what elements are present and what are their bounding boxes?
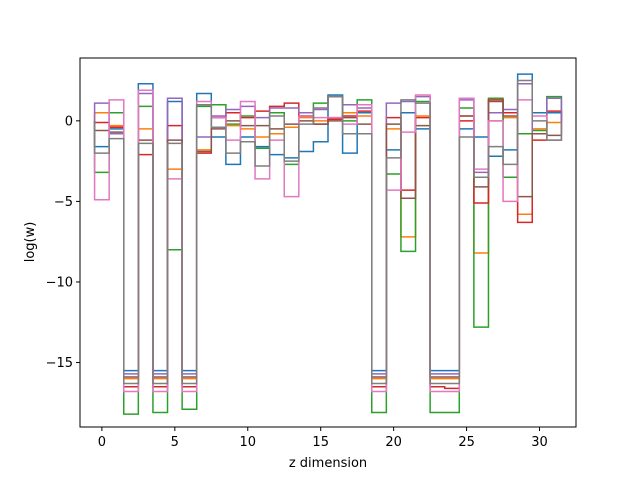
x-tick-label: 10 (239, 435, 256, 450)
plot-frame (79, 57, 577, 428)
y-axis: −15 −10 −5 0 (46, 114, 80, 371)
y-tick-label: −5 (54, 195, 73, 210)
x-tick-label: 5 (171, 435, 179, 450)
x-tick-label: 20 (385, 435, 402, 450)
x-tick-label: 0 (98, 435, 106, 450)
series-2-step-line (93, 95, 563, 415)
x-tick-label: 30 (531, 435, 548, 450)
series-7-step-line (93, 79, 563, 385)
x-axis-label: z dimension (289, 456, 367, 471)
y-tick-label: −15 (46, 356, 73, 371)
x-tick-label: 25 (458, 435, 475, 450)
y-tick-label: −10 (46, 275, 73, 290)
x-axis: 0 5 10 15 20 25 30 (98, 427, 548, 450)
series-5-step-line (93, 100, 563, 378)
series-3-step-line (93, 99, 563, 390)
series-1-step-line (93, 112, 563, 380)
y-tick-label: 0 (65, 114, 73, 129)
y-axis-label: log(w) (23, 222, 38, 263)
series-layer (93, 73, 563, 415)
x-tick-label: 15 (312, 435, 329, 450)
